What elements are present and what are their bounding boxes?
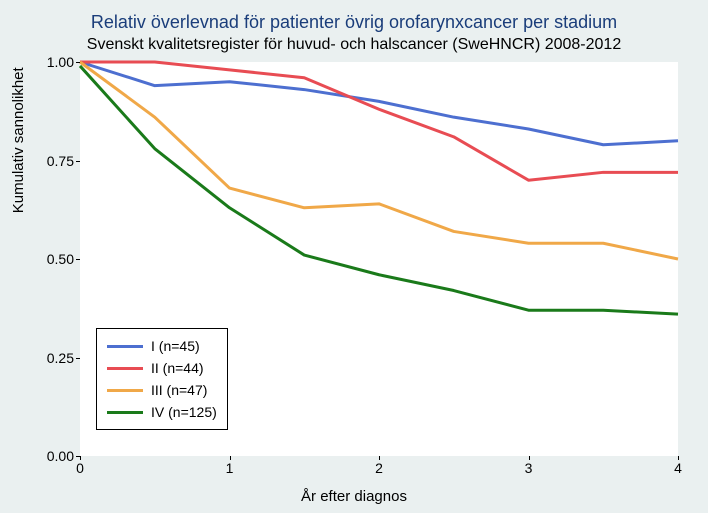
x-tick-label: 1 (226, 460, 234, 476)
y-tick-mark (76, 259, 80, 260)
x-tick-mark (529, 456, 530, 460)
y-tick-label: 0.50 (47, 251, 74, 267)
x-tick-label: 3 (525, 460, 533, 476)
y-tick-label: 0.00 (47, 448, 74, 464)
y-tick-label: 0.25 (47, 350, 74, 366)
series-line (80, 66, 678, 314)
y-tick-mark (76, 358, 80, 359)
x-tick-label: 2 (375, 460, 383, 476)
legend-swatch (107, 345, 143, 348)
chart-title: Relativ överlevnad för patienter övrig o… (0, 12, 708, 33)
legend-row: IV (n=125) (107, 401, 217, 423)
legend-label: IV (n=125) (151, 404, 217, 420)
x-axis-label: År efter diagnos (0, 488, 708, 505)
series-line (80, 62, 678, 180)
legend-swatch (107, 411, 143, 414)
y-tick-mark (76, 161, 80, 162)
y-tick-label: 0.75 (47, 153, 74, 169)
legend-row: III (n=47) (107, 379, 217, 401)
x-tick-label: 4 (674, 460, 682, 476)
survival-chart: Relativ överlevnad för patienter övrig o… (0, 0, 708, 513)
x-tick-mark (230, 456, 231, 460)
chart-subtitle: Svenskt kvalitetsregister för huvud- och… (0, 36, 708, 54)
x-tick-mark (379, 456, 380, 460)
legend-swatch (107, 367, 143, 370)
legend-label: I (n=45) (151, 338, 200, 354)
legend-row: I (n=45) (107, 335, 217, 357)
x-tick-mark (80, 456, 81, 460)
legend-label: III (n=47) (151, 382, 207, 398)
legend: I (n=45) II (n=44) III (n=47) IV (n=125) (96, 328, 228, 430)
x-tick-mark (678, 456, 679, 460)
legend-label: II (n=44) (151, 360, 204, 376)
legend-row: II (n=44) (107, 357, 217, 379)
y-tick-label: 1.00 (47, 54, 74, 70)
y-tick-mark (76, 62, 80, 63)
x-tick-label: 0 (76, 460, 84, 476)
legend-swatch (107, 389, 143, 392)
y-axis-label: Kumulativ sannolikhet (10, 67, 27, 213)
